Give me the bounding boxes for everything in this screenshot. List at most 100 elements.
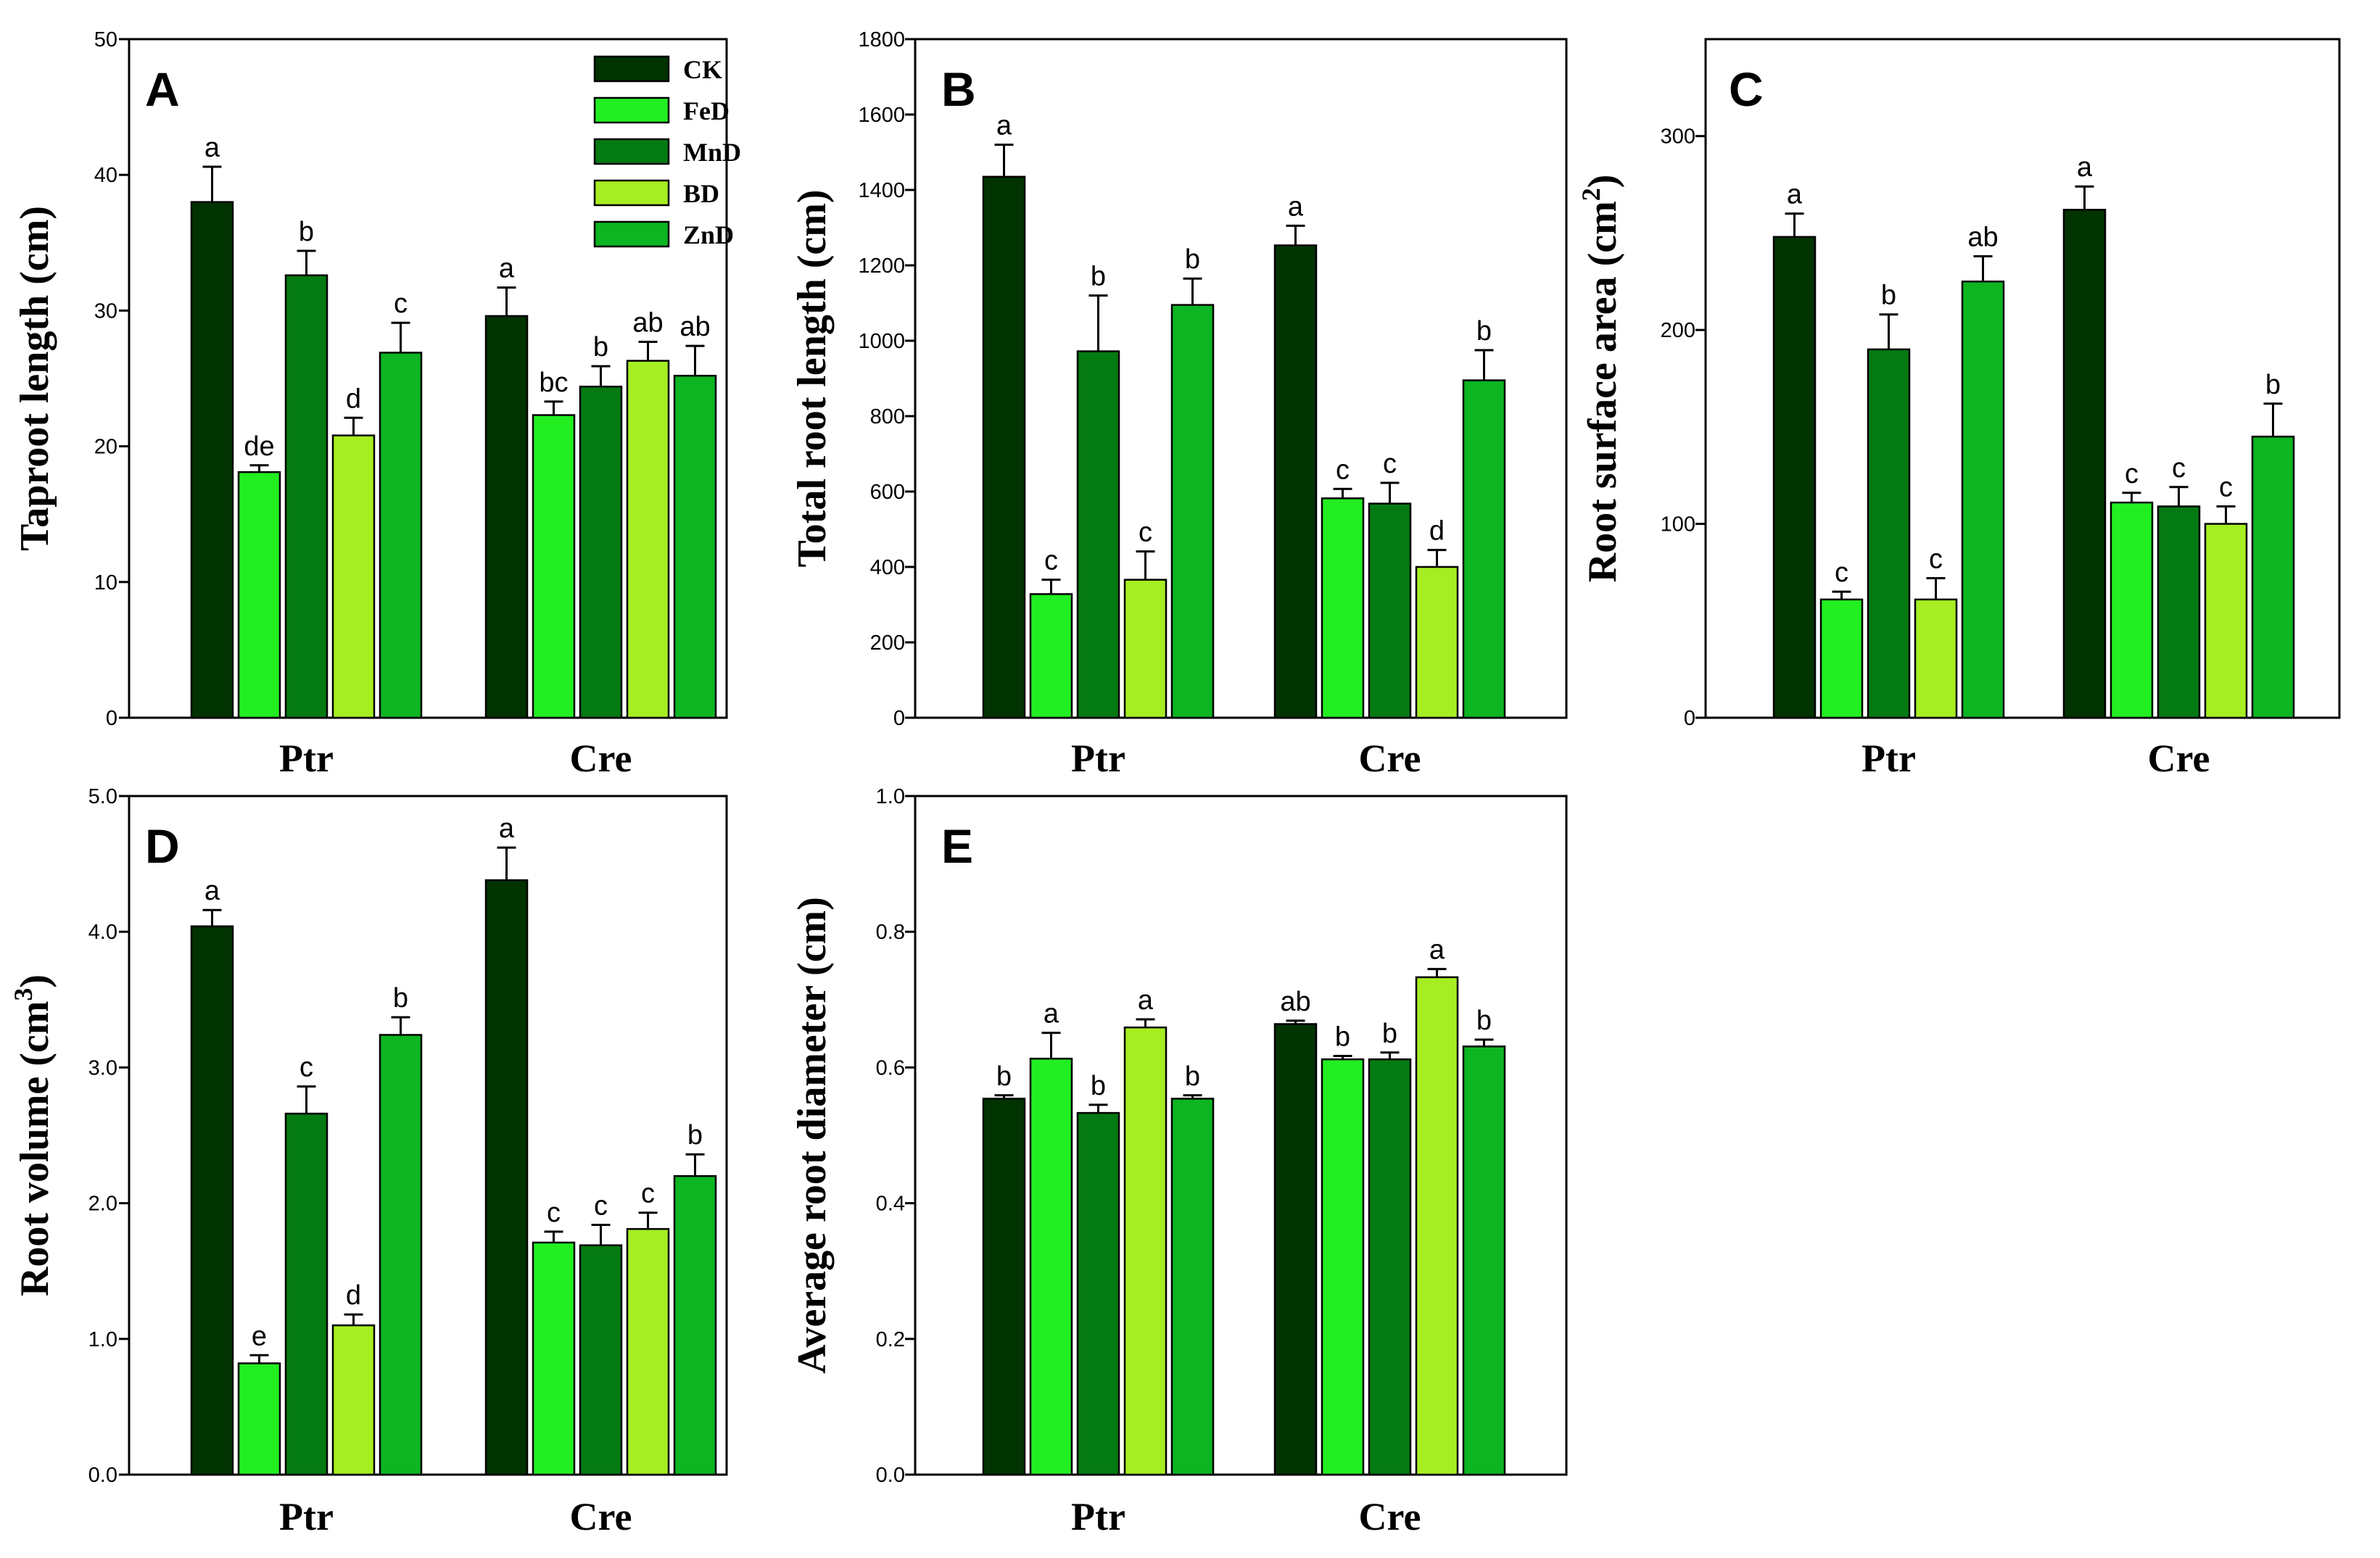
- y-tick-label: 400: [870, 556, 905, 579]
- significance-label: a: [2077, 152, 2093, 183]
- y-axis-label-close: ): [12, 974, 57, 988]
- y-tick-label: 1.0: [876, 785, 905, 808]
- x-group-label-ptr: Ptr: [1862, 737, 1916, 780]
- y-tick-label: 0.0: [876, 1464, 905, 1487]
- y-axis-label-superscript: 3: [9, 988, 38, 1001]
- bar-znd-cre: [2251, 435, 2295, 719]
- bar-mnd-ptr: [1076, 1111, 1120, 1476]
- significance-label: b: [2265, 370, 2281, 400]
- plot-frame-e: [914, 795, 1568, 1476]
- significance-label: ab: [679, 312, 710, 342]
- y-axis-label-b: Total root length (cm): [790, 189, 835, 567]
- significance-label: b: [1335, 1022, 1350, 1052]
- y-axis-label-text: Taproot length (cm): [12, 206, 57, 551]
- plot-frame-c: [1704, 38, 2341, 719]
- significance-label: c: [1383, 449, 1397, 479]
- significance-label: b: [593, 332, 608, 362]
- y-axis-label-a: Taproot length (cm): [12, 206, 57, 551]
- bar-mnd-ptr: [284, 274, 329, 719]
- legend-label-ck: CK: [683, 55, 722, 84]
- significance-label: b: [1185, 1061, 1200, 1092]
- bar-ck-cre: [1273, 244, 1318, 719]
- significance-label: ab: [1280, 987, 1310, 1017]
- bar-znd-ptr: [1170, 304, 1215, 719]
- y-axis-label-text: Root surface area (cm: [1580, 201, 1625, 582]
- y-axis-label-e: Average root diameter (cm): [790, 897, 835, 1374]
- y-tick-label: 200: [870, 631, 905, 655]
- significance-label: a: [204, 876, 220, 906]
- y-tick-label: 100: [1661, 513, 1695, 536]
- y-tick-label: 40: [94, 164, 117, 187]
- y-axis-label-text: Average root diameter (cm): [790, 897, 835, 1374]
- significance-label: a: [499, 254, 515, 284]
- y-tick-label: 0.4: [876, 1193, 905, 1216]
- bar-znd-ptr: [1961, 281, 2005, 719]
- significance-label: c: [2125, 459, 2139, 489]
- y-tick-label: 10: [94, 571, 117, 594]
- bar-fed-ptr: [1819, 598, 1864, 719]
- y-tick-label: 1800: [858, 28, 905, 51]
- significance-label: b: [299, 217, 314, 247]
- panel-letter-c: C: [1729, 62, 1764, 116]
- significance-label: c: [1044, 546, 1058, 576]
- significance-label: a: [1044, 999, 1059, 1029]
- significance-label: a: [996, 111, 1012, 141]
- y-tick-label: 0.6: [876, 1056, 905, 1080]
- significance-label: c: [299, 1053, 313, 1083]
- bar-bd-ptr: [1123, 579, 1168, 719]
- significance-label: a: [499, 813, 515, 844]
- legend-label-znd: ZnD: [683, 220, 734, 249]
- bar-fed-cre: [1321, 1058, 1365, 1476]
- bar-mnd-cre: [2157, 505, 2201, 719]
- y-tick-label: 2.0: [88, 1193, 117, 1216]
- significance-label: b: [1881, 281, 1896, 311]
- y-tick-label: 300: [1661, 125, 1695, 149]
- y-tick-label: 0: [893, 707, 905, 730]
- y-tick-label: 30: [94, 299, 117, 323]
- significance-label: b: [1091, 262, 1106, 292]
- x-group-label-cre: Cre: [2148, 737, 2210, 780]
- bar-bd-ptr: [331, 1324, 376, 1476]
- bar-mnd-cre: [579, 385, 623, 719]
- y-tick-label: 1600: [858, 104, 905, 127]
- legend-swatch-mnd: [593, 138, 670, 165]
- bar-znd-ptr: [379, 1034, 423, 1476]
- legend: CK FeD MnD BD ZnD: [593, 55, 741, 249]
- y-axis-label-c: Root surface area (cm2): [1577, 175, 1625, 583]
- significance-label: c: [1139, 518, 1152, 548]
- bar-znd-cre: [1462, 1045, 1506, 1476]
- x-group-label-cre: Cre: [1359, 737, 1421, 780]
- bar-fed-ptr: [1029, 593, 1073, 719]
- significance-label: bc: [539, 368, 568, 398]
- legend-label-bd: BD: [683, 179, 719, 208]
- bar-znd-cre: [673, 1174, 717, 1476]
- significance-label: ab: [632, 307, 663, 338]
- x-group-label-ptr: Ptr: [279, 737, 334, 780]
- y-tick-label: 1400: [858, 179, 905, 202]
- significance-label: b: [687, 1120, 703, 1151]
- panel-d: 0.0 1.0 2.0 3.0 4.0 5.0 Root volume (cm3) Da e c d…: [9, 785, 728, 1538]
- bar-fed-ptr: [237, 1362, 281, 1476]
- x-group-label-ptr: Ptr: [1071, 1495, 1125, 1538]
- y-axis-label-text: Total root length (cm): [790, 189, 835, 567]
- significance-label: d: [346, 1280, 361, 1311]
- legend-label-mnd: MnD: [683, 138, 741, 167]
- bar-mnd-ptr: [1076, 350, 1120, 719]
- plot-frame-d: [128, 795, 728, 1476]
- bar-ck-ptr: [982, 175, 1026, 719]
- significance-label: b: [1476, 316, 1492, 347]
- bar-znd-cre: [1462, 379, 1506, 719]
- bar-znd-ptr: [379, 352, 423, 719]
- panel-letter-d: D: [145, 819, 180, 873]
- y-axis-label-d: Root volume (cm3): [9, 974, 57, 1296]
- bar-ck-cre: [484, 879, 529, 1476]
- y-tick-label: 0.2: [876, 1328, 905, 1351]
- bar-bd-ptr: [1914, 598, 1958, 719]
- bar-fed-cre: [2110, 501, 2154, 719]
- y-tick-label: 0.0: [88, 1464, 117, 1487]
- significance-label: a: [204, 133, 220, 163]
- bar-ck-cre: [1273, 1023, 1318, 1476]
- y-axis-label-close: ): [1580, 175, 1625, 188]
- significance-label: d: [346, 384, 361, 414]
